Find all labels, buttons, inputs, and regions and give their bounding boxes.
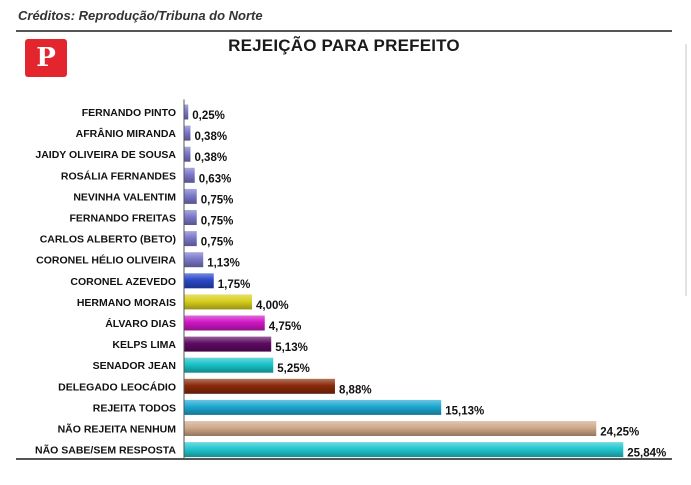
bar — [184, 442, 624, 458]
value-label: 5,13% — [275, 342, 308, 354]
bar — [184, 357, 274, 373]
bar — [184, 273, 214, 289]
value-label: 0,75% — [201, 216, 234, 228]
category-label: DELEGADO LEOCÁDIO — [58, 380, 176, 393]
category-label: ROSÁLIA FERNANDES — [61, 169, 176, 182]
value-label: 15,13% — [445, 405, 484, 417]
category-label: KELPS LIMA — [112, 339, 176, 351]
bar — [184, 167, 195, 183]
value-label: 1,13% — [207, 258, 240, 270]
value-label: 4,00% — [256, 300, 289, 312]
category-label: CARLOS ALBERTO (BETO) — [40, 234, 176, 246]
category-label: NÃO SABE/SEM RESPOSTA — [35, 444, 176, 457]
value-label: 0,25% — [192, 110, 225, 122]
value-label: 25,84% — [627, 448, 666, 458]
category-label: NEVINHA VALENTIM — [73, 191, 176, 203]
category-label: FERNANDO FREITAS — [69, 213, 176, 225]
photo-credits: Créditos: Reprodução/Tribuna do Norte — [18, 8, 263, 23]
category-label: CORONEL AZEVEDO — [70, 276, 176, 288]
category-label: CORONEL HÉLIO OLIVEIRA — [36, 254, 176, 267]
bar — [184, 252, 204, 268]
chart-figure: P REJEIÇÃO PARA PREFEITO FERNANDO PINTO 0… — [16, 30, 672, 460]
category-label: SENADOR JEAN — [93, 360, 176, 372]
value-label: 8,88% — [339, 384, 372, 396]
bar — [184, 210, 197, 225]
category-label: AFRÂNIO MIRANDA — [76, 127, 177, 140]
value-label: 0,75% — [201, 194, 234, 206]
page-side-rule — [685, 44, 687, 296]
category-label: JAIDY OLIVEIRA DE SOUSA — [35, 149, 176, 161]
bar — [184, 399, 442, 415]
bar-chart: FERNANDO PINTO 0,25% AFRÂNIO MIRANDA 0,38% J… — [35, 99, 666, 458]
pinterest-button[interactable]: P — [25, 39, 67, 77]
category-label: HERMANO MORAIS — [77, 297, 176, 309]
category-label: NÃO REJEITA NENHUM — [58, 423, 177, 436]
bar — [184, 125, 191, 141]
bar — [184, 146, 191, 162]
bar — [184, 378, 335, 394]
value-label: 4,75% — [269, 321, 302, 333]
bar — [184, 315, 265, 331]
top-rule — [16, 30, 672, 32]
value-label: 1,75% — [218, 279, 251, 291]
bar — [184, 421, 597, 436]
chart-title: REJEIÇÃO PARA PREFEITO — [228, 36, 460, 55]
value-label: 0,38% — [194, 152, 227, 164]
bar — [184, 104, 189, 120]
category-label: REJEITA TODOS — [93, 402, 176, 414]
pinterest-icon: P — [36, 43, 56, 73]
category-label: FERNANDO PINTO — [82, 107, 176, 119]
bar — [184, 231, 197, 247]
value-label: 0,75% — [201, 237, 234, 249]
bar — [184, 188, 197, 204]
value-label: 24,25% — [600, 427, 639, 439]
value-label: 5,25% — [277, 363, 310, 375]
bottom-rule — [16, 458, 672, 460]
bar — [184, 336, 272, 352]
category-label: ÁLVARO DIAS — [105, 317, 176, 330]
value-label: 0,38% — [194, 131, 227, 143]
bar — [184, 294, 252, 310]
value-label: 0,63% — [199, 173, 232, 185]
